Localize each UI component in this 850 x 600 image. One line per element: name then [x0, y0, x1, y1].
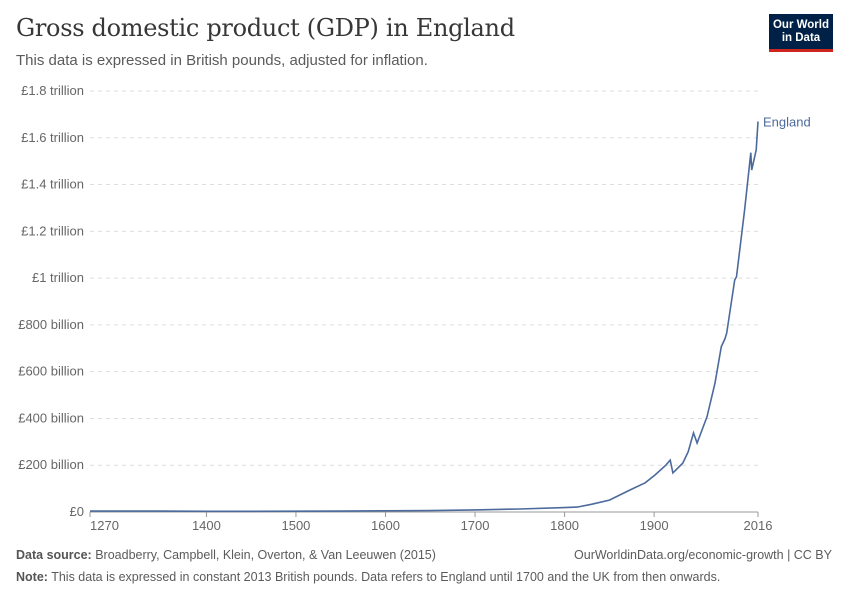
x-tick-label: 1600 — [371, 518, 400, 533]
chart-title: Gross domestic product (GDP) in England — [16, 14, 515, 42]
note-label: Note: — [16, 570, 48, 584]
y-tick-label: £1.4 trillion — [21, 177, 84, 192]
x-tick-label: 1900 — [640, 518, 669, 533]
y-tick-label: £800 billion — [18, 317, 84, 332]
source-url[interactable]: OurWorldinData.org/economic-growth | CC … — [574, 548, 832, 562]
y-tick-label: £1.2 trillion — [21, 223, 84, 238]
note: Note: This data is expressed in constant… — [16, 570, 720, 584]
series-label: England — [763, 115, 811, 130]
series-line-england — [90, 121, 759, 513]
y-tick-label: £1.6 trillion — [21, 130, 84, 145]
note-text: This data is expressed in constant 2013 … — [51, 570, 721, 584]
y-tick-label: £1.8 trillion — [21, 83, 84, 98]
owid-logo[interactable]: Our World in Data — [769, 14, 833, 52]
y-tick-label: £1 trillion — [32, 270, 84, 285]
x-tick-label: 1800 — [550, 518, 579, 533]
x-tick-label: 2016 — [744, 518, 773, 533]
x-tick-label: 1400 — [192, 518, 221, 533]
line-chart: £0 £200 billion £400 billion £600 billion £8… — [18, 83, 811, 533]
source-text[interactable]: Broadberry, Campbell, Klein, Overton, & … — [95, 548, 436, 562]
source-label: Data source: — [16, 548, 92, 562]
data-source: Data source: Broadberry, Campbell, Klein… — [16, 548, 436, 562]
x-tick-label: 1270 — [90, 518, 119, 533]
y-tick-label: £600 billion — [18, 364, 84, 379]
y-tick-label: £200 billion — [18, 457, 84, 472]
y-tick-label: £400 billion — [18, 410, 84, 425]
y-tick-label: £0 — [70, 504, 84, 519]
x-tick-label: 1500 — [281, 518, 310, 533]
chart-subtitle: This data is expressed in British pounds… — [16, 52, 428, 69]
x-tick-label: 1700 — [461, 518, 490, 533]
